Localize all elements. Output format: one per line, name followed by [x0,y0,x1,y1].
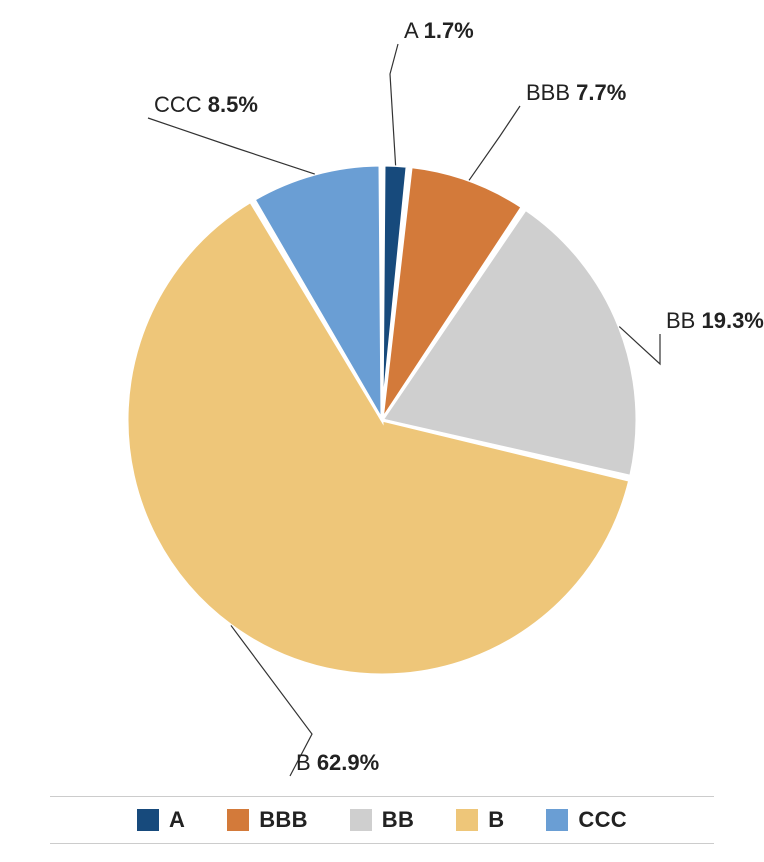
pie-chart-container: A 1.7%BBB 7.7%BB 19.3%B 62.9%CCC 8.5% AB… [0,0,764,862]
legend-label-A: A [169,807,185,833]
label-value-BBB: 7.7% [576,80,626,105]
legend-item-BB: BB [350,807,414,833]
leader-A [390,44,398,165]
legend-item-BBB: BBB [227,807,308,833]
label-name-B: B [296,750,311,775]
leader-CCC [148,118,315,174]
label-BB: BB 19.3% [666,308,764,333]
legend-swatch-BBB [227,809,249,831]
label-BBB: BBB 7.7% [526,80,626,105]
label-value-BB: 19.3% [701,308,763,333]
legend-swatch-CCC [546,809,568,831]
label-name-BBB: BBB [526,80,570,105]
legend: ABBBBBBCCC [50,796,714,844]
leader-BBB [469,106,520,180]
legend-swatch-A [137,809,159,831]
legend-swatch-B [456,809,478,831]
label-value-B: 62.9% [317,750,379,775]
legend-item-CCC: CCC [546,807,627,833]
legend-swatch-BB [350,809,372,831]
pie-chart: A 1.7%BBB 7.7%BB 19.3%B 62.9%CCC 8.5% [0,0,764,862]
label-value-CCC: 8.5% [208,92,258,117]
label-CCC: CCC 8.5% [154,92,258,117]
label-A: A 1.7% [404,18,474,43]
label-name-BB: BB [666,308,695,333]
pie-slices [127,165,637,675]
legend-label-BBB: BBB [259,807,308,833]
legend-item-A: A [137,807,185,833]
legend-label-BB: BB [382,807,414,833]
label-name-CCC: CCC [154,92,202,117]
label-value-A: 1.7% [424,18,474,43]
label-B: B 62.9% [296,750,379,775]
legend-label-CCC: CCC [578,807,627,833]
legend-label-B: B [488,807,504,833]
legend-item-B: B [456,807,504,833]
